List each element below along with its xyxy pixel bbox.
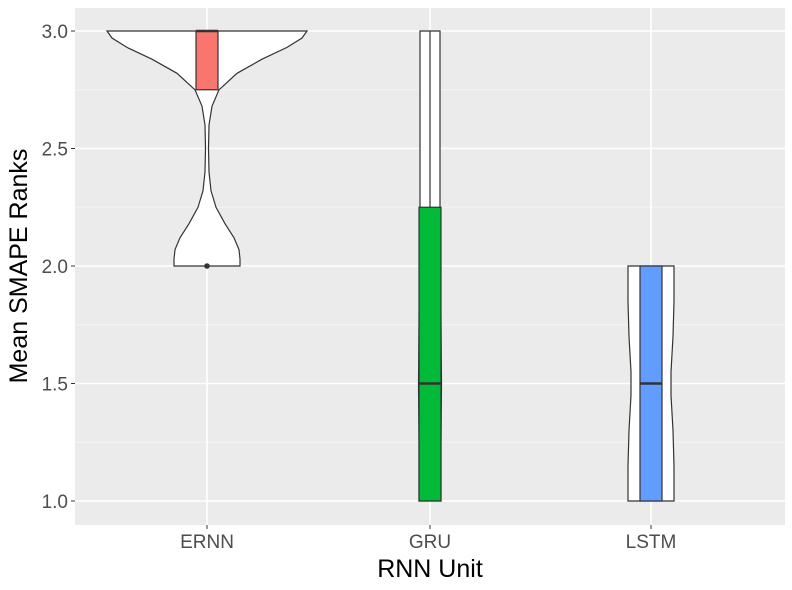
- violin: [105, 30, 309, 267]
- violin-group-ernn: [105, 29, 309, 269]
- violins: [105, 29, 675, 502]
- outlier-point: [204, 263, 210, 269]
- y-axis: 1.0 1.5 2.0 2.5 3.0: [42, 22, 75, 513]
- x-axis: ERNN GRU LSTM: [180, 525, 676, 553]
- y-tick-label: 1.0: [42, 492, 68, 513]
- box: [195, 30, 219, 91]
- violin-group-lstm: [627, 265, 675, 502]
- x-axis-title: RNN Unit: [377, 555, 483, 583]
- y-tick-label: 1.5: [42, 375, 68, 396]
- y-tick-label: 2.0: [42, 257, 68, 278]
- y-tick-label: 3.0: [42, 22, 68, 43]
- box: [418, 206, 442, 502]
- x-tick-label: ERNN: [180, 532, 234, 553]
- x-tick-label: LSTM: [626, 532, 677, 553]
- y-tick-label: 2.5: [42, 140, 68, 161]
- violin-group-gru: [417, 30, 443, 502]
- y-axis-title: Mean SMAPE Ranks: [5, 149, 33, 384]
- x-tick-label: GRU: [409, 532, 451, 553]
